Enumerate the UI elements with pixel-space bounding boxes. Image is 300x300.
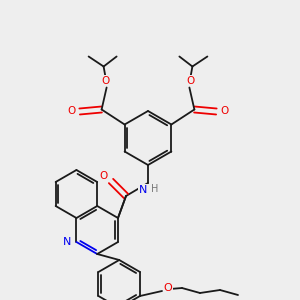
Text: O: O bbox=[186, 76, 194, 85]
Text: H: H bbox=[151, 184, 159, 194]
Text: N: N bbox=[139, 185, 147, 195]
Text: O: O bbox=[164, 283, 172, 293]
Text: O: O bbox=[100, 171, 108, 181]
Text: O: O bbox=[101, 76, 110, 85]
Text: N: N bbox=[63, 237, 72, 247]
Text: O: O bbox=[68, 106, 76, 116]
Text: O: O bbox=[220, 106, 229, 116]
